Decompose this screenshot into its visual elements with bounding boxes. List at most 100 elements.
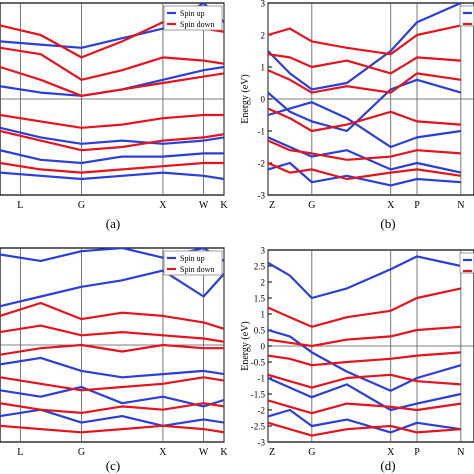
y-tick-label: -1 (258, 127, 266, 137)
y-tick-label: -2 (258, 406, 266, 416)
panel-a: L G X W K Spin up Spin down (0, 2, 228, 211)
spin-down-band (0, 113, 224, 129)
y-tick-label: 0.5 (254, 326, 266, 336)
spin-down-band (268, 399, 462, 415)
y-tick-label: -1.5 (251, 390, 266, 400)
y-tick-label: 3 (261, 0, 266, 9)
kpoint-label: X (159, 447, 167, 458)
spin-up-band (0, 171, 224, 181)
panel-b: Z G X P N -3 -2 -1 0 1 2 3 Energy (eV) (240, 0, 474, 211)
caption-c: (c) (106, 458, 120, 473)
kpoint-label: K (220, 447, 228, 458)
kpoint-label: L (17, 447, 23, 458)
legend-label: Spin up (180, 9, 205, 18)
y-tick-label: -0.5 (251, 358, 266, 368)
spin-up-band (268, 3, 462, 91)
band-series-group (268, 255, 462, 437)
spin-down-band (268, 287, 462, 328)
spin-down-band (268, 24, 462, 56)
kpoint-label: N (457, 200, 464, 211)
kpoint-label: Z (269, 447, 275, 458)
legend-box (459, 5, 474, 27)
spin-up-band (268, 328, 462, 392)
y-tick-label: 1 (261, 63, 266, 73)
spin-down-band (268, 107, 461, 133)
spin-down-band (0, 65, 224, 97)
spin-down-band (268, 69, 462, 94)
spin-down-band (0, 46, 224, 81)
kpoint-label: Z (269, 200, 275, 211)
spin-down-band (268, 421, 461, 437)
y-tick-label: 1 (261, 310, 266, 320)
kpoint-label: X (387, 447, 395, 458)
spin-up-band (0, 356, 224, 379)
y-tick-label: -1 (258, 374, 266, 384)
legend-box (163, 250, 223, 276)
y-axis-label: Energy (eV) (240, 321, 251, 371)
spin-up-band (268, 101, 462, 149)
panel-c: L G X W K Spin up Spin down (0, 247, 228, 458)
legend-label: Spin up (180, 254, 205, 263)
spin-up-band (0, 408, 224, 427)
legend-box (163, 5, 223, 31)
y-axis-label: Energy (eV) (240, 74, 251, 124)
kpoint-label: G (308, 447, 315, 458)
spin-up-band (0, 149, 224, 165)
spin-up-band (0, 3, 224, 49)
kpoint-label: W (199, 447, 209, 458)
spin-down-band (268, 161, 462, 181)
y-tick-label: 2.5 (254, 262, 266, 272)
caption-a: (a) (106, 216, 120, 231)
spin-up-band (0, 385, 224, 408)
y-tick-label: -3 (258, 191, 266, 201)
spin-down-band (0, 376, 224, 392)
spin-down-band (268, 53, 461, 75)
band-series-group (0, 248, 224, 434)
y-tick-label: 0 (261, 342, 266, 352)
legend-label: Spin down (180, 265, 214, 274)
legend-box (459, 252, 474, 274)
y-tick-label: -2 (258, 159, 266, 169)
kpoint-label: X (159, 200, 167, 211)
spin-up-band (268, 376, 462, 412)
spin-down-band (268, 139, 461, 161)
kpoint-label: G (78, 200, 85, 211)
spin-up-band (0, 248, 224, 262)
spin-down-band (0, 402, 224, 414)
kpoint-label: P (414, 200, 420, 211)
caption-d: (d) (380, 458, 395, 473)
y-tick-label: 3 (261, 246, 266, 256)
kpoint-label: L (17, 200, 23, 211)
spin-up-band (268, 408, 462, 434)
spin-up-band (0, 126, 224, 145)
y-tick-label: -3 (258, 438, 266, 448)
kpoint-label: P (414, 447, 420, 458)
kpoint-label: X (387, 200, 395, 211)
spin-down-band (0, 324, 224, 343)
spin-up-band (0, 269, 224, 308)
spin-down-band (268, 351, 461, 367)
kpoint-label: N (457, 447, 464, 458)
spin-down-band (0, 301, 224, 330)
spin-down-band (0, 424, 224, 434)
caption-b: (b) (380, 216, 395, 231)
legend-label: Spin down (180, 20, 214, 29)
y-tick-label: 0 (261, 95, 266, 105)
spin-up-band (268, 78, 462, 133)
spin-down-band (268, 325, 461, 348)
band-series-group (268, 3, 462, 187)
spin-up-band (268, 136, 462, 174)
spin-down-band (0, 161, 224, 174)
y-tick-label: -2.5 (251, 422, 266, 432)
y-tick-label: 2 (261, 278, 266, 288)
y-tick-label: 1.5 (254, 294, 266, 304)
y-tick-label: 2 (261, 31, 266, 41)
spin-up-band (268, 255, 462, 300)
kpoint-label: W (199, 200, 209, 211)
kpoint-label: G (78, 447, 85, 458)
spin-down-band (0, 129, 224, 152)
spin-down-band (268, 373, 461, 389)
kpoint-label: K (220, 200, 228, 211)
kpoint-label: G (308, 200, 315, 211)
